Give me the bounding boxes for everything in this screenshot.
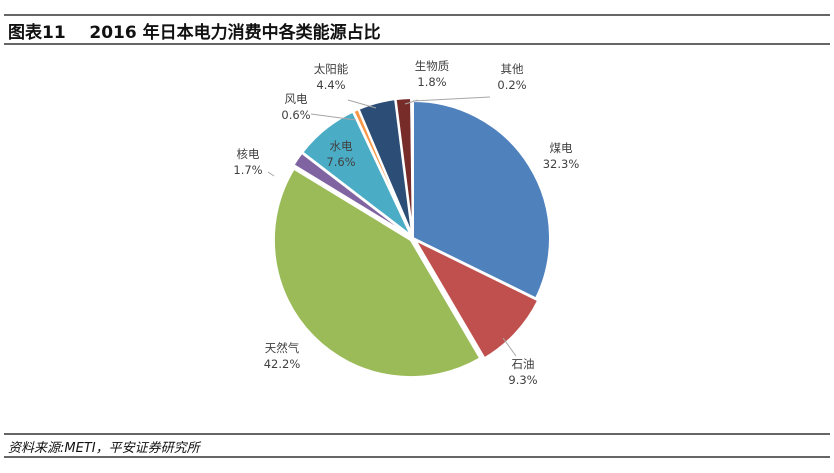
leader-line-8	[412, 96, 491, 102]
figure-title: 图表11 2016 年日本电力消费中各类能源占比	[8, 18, 381, 43]
pie-slice-8	[410, 97, 414, 236]
title-rule	[4, 43, 830, 45]
slice-value-6: 4.4%	[316, 78, 345, 92]
slice-label-2: 天然气	[265, 341, 300, 355]
pie-slice-2	[272, 167, 482, 379]
slice-label-4: 水电	[330, 139, 353, 153]
slice-label-7: 生物质	[415, 59, 450, 73]
pie-slice-1	[412, 237, 540, 360]
slice-value-3: 1.7%	[233, 163, 262, 177]
leader-line-3	[267, 171, 275, 177]
slice-label-6: 太阳能	[314, 62, 349, 76]
chart-title: 2016 年日本电力消费中各类能源占比	[89, 23, 381, 43]
slice-value-0: 32.3%	[543, 157, 580, 171]
slice-label-8: 其他	[501, 62, 524, 76]
slice-label-1: 石油	[512, 357, 535, 371]
slice-value-5: 0.6%	[281, 108, 310, 122]
slice-value-2: 42.2%	[264, 357, 301, 371]
source-bottom-rule	[4, 456, 830, 458]
leader-line-1	[502, 337, 517, 357]
leader-line-5	[310, 113, 357, 121]
slice-label-3: 核电	[237, 147, 260, 161]
slice-label-5: 风电	[285, 92, 308, 106]
slice-value-7: 1.8%	[417, 75, 446, 89]
top-rule	[4, 14, 830, 16]
slice-value-1: 9.3%	[508, 373, 537, 387]
source-note: 资料来源:METI，平安证券研究所	[8, 441, 200, 456]
pie-slice-0	[412, 99, 551, 300]
leader-line-6	[347, 99, 377, 109]
source-top-rule	[4, 433, 830, 435]
slice-label-0: 煤电	[550, 141, 573, 155]
slice-value-8: 0.2%	[497, 78, 526, 92]
slice-value-4: 7.6%	[326, 155, 355, 169]
figure-number: 图表11	[8, 23, 66, 43]
